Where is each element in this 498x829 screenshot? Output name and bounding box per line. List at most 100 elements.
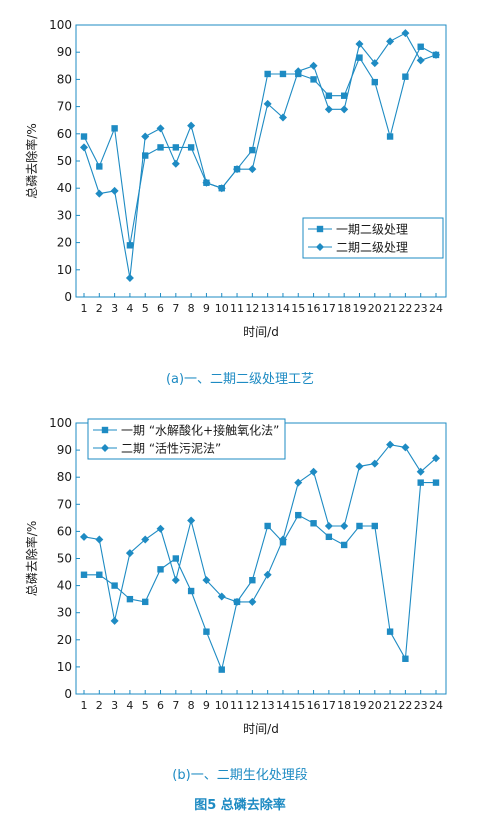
series-2 bbox=[80, 440, 440, 625]
y-tick-label: 80 bbox=[57, 72, 72, 86]
data-point bbox=[233, 165, 242, 174]
data-point bbox=[157, 144, 164, 151]
data-point bbox=[141, 132, 150, 141]
x-tick-label: 6 bbox=[157, 699, 164, 712]
data-point bbox=[202, 178, 211, 187]
data-point bbox=[417, 479, 424, 486]
legend-label: 二期二级处理 bbox=[336, 241, 408, 255]
y-tick-label: 90 bbox=[57, 45, 72, 59]
data-point bbox=[110, 186, 119, 195]
data-point bbox=[141, 535, 150, 544]
data-point bbox=[142, 598, 149, 606]
x-tick-label: 15 bbox=[291, 302, 305, 315]
data-point bbox=[325, 92, 333, 99]
data-point bbox=[80, 571, 88, 578]
x-tick-label: 19 bbox=[352, 699, 366, 712]
x-tick-label: 9 bbox=[203, 699, 210, 712]
data-point bbox=[340, 521, 349, 530]
data-point bbox=[324, 521, 333, 530]
data-point bbox=[264, 70, 271, 78]
data-point bbox=[355, 462, 364, 471]
data-point bbox=[80, 532, 88, 541]
x-tick-label: 15 bbox=[291, 699, 305, 712]
data-point bbox=[125, 549, 134, 558]
data-point bbox=[432, 454, 440, 463]
x-tick-label: 14 bbox=[276, 302, 290, 315]
legend-box bbox=[302, 217, 444, 259]
y-tick-label: 20 bbox=[57, 633, 72, 647]
data-point bbox=[172, 144, 180, 151]
x-tick-label: 7 bbox=[172, 302, 179, 315]
data-point bbox=[340, 92, 348, 99]
x-tick-label: 20 bbox=[368, 302, 382, 315]
legend-label: 一期二级处理 bbox=[336, 223, 408, 237]
data-point bbox=[126, 595, 134, 603]
y-tick-label: 70 bbox=[57, 100, 72, 114]
y-tick-label: 40 bbox=[57, 579, 72, 593]
y-tick-label: 30 bbox=[57, 606, 72, 620]
series-1 bbox=[80, 479, 440, 673]
data-point bbox=[248, 165, 257, 174]
data-point bbox=[187, 516, 196, 525]
data-point bbox=[294, 478, 303, 487]
data-point bbox=[340, 105, 349, 114]
x-tick-label: 11 bbox=[230, 302, 244, 315]
data-point bbox=[355, 40, 364, 49]
x-tick-label: 22 bbox=[398, 302, 412, 315]
x-tick-label: 23 bbox=[414, 302, 428, 315]
data-point bbox=[432, 50, 440, 59]
data-point bbox=[309, 467, 318, 476]
x-tick-label: 9 bbox=[203, 302, 210, 315]
x-tick-label: 10 bbox=[215, 302, 229, 315]
x-tick-label: 11 bbox=[230, 699, 244, 712]
y-tick-label: 10 bbox=[57, 660, 72, 674]
series-line bbox=[84, 482, 436, 672]
x-tick-label: 13 bbox=[261, 302, 275, 315]
x-tick-label: 5 bbox=[142, 699, 149, 712]
data-point bbox=[416, 56, 425, 65]
data-point bbox=[401, 29, 410, 38]
x-tick-label: 24 bbox=[429, 699, 443, 712]
data-point bbox=[157, 566, 164, 573]
data-point bbox=[325, 533, 333, 541]
data-point bbox=[340, 541, 348, 549]
x-tick-label: 13 bbox=[261, 699, 275, 712]
y-axis-label: 总磷去除率/% bbox=[24, 521, 39, 596]
data-point bbox=[263, 570, 272, 579]
data-point bbox=[249, 576, 256, 584]
y-tick-label: 50 bbox=[57, 154, 72, 168]
data-point bbox=[111, 125, 118, 132]
data-point bbox=[96, 571, 103, 578]
x-tick-label: 18 bbox=[337, 302, 351, 315]
y-tick-label: 60 bbox=[57, 127, 72, 141]
data-point bbox=[263, 99, 272, 108]
data-point bbox=[95, 189, 104, 198]
legend-item: 二期 “活性污泥法” bbox=[93, 442, 221, 456]
y-tick-label: 0 bbox=[64, 290, 72, 304]
y-tick-label: 20 bbox=[57, 236, 72, 250]
data-point bbox=[370, 459, 379, 468]
legend-label: 二期 “活性污泥法” bbox=[121, 442, 221, 456]
data-point bbox=[202, 576, 211, 585]
y-tick-label: 30 bbox=[57, 208, 72, 222]
data-point bbox=[142, 152, 149, 159]
data-point bbox=[172, 555, 180, 562]
data-point bbox=[233, 597, 242, 606]
data-point bbox=[278, 113, 287, 122]
x-tick-label: 17 bbox=[322, 302, 336, 315]
chart-b-caption: (b)一、二期生化处理段 bbox=[172, 768, 307, 783]
x-tick-label: 2 bbox=[96, 699, 103, 712]
x-axis-label: 时间/d bbox=[243, 722, 279, 736]
data-point bbox=[401, 443, 410, 452]
data-point bbox=[294, 67, 303, 76]
x-tick-label: 19 bbox=[352, 302, 366, 315]
data-point bbox=[386, 440, 395, 449]
data-point bbox=[386, 37, 395, 46]
x-tick-label: 18 bbox=[337, 699, 351, 712]
x-tick-label: 1 bbox=[81, 699, 88, 712]
data-point bbox=[110, 616, 119, 625]
data-point bbox=[370, 59, 379, 68]
y-tick-label: 90 bbox=[57, 443, 72, 457]
legend-marker bbox=[316, 225, 324, 233]
x-tick-label: 4 bbox=[126, 699, 133, 712]
